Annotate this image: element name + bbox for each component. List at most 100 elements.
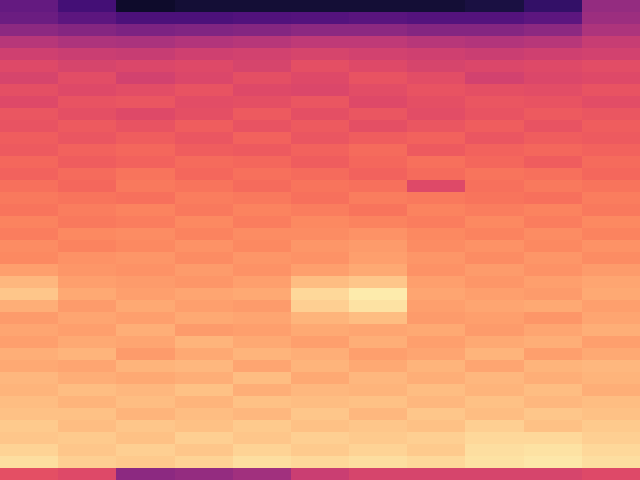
heatmap-cell: [465, 444, 524, 457]
heatmap-cell: [116, 348, 175, 361]
heatmap-cell: [233, 0, 292, 13]
heatmap-cell: [349, 108, 408, 121]
heatmap-cell: [465, 144, 524, 157]
heatmap-cell: [349, 372, 408, 385]
heatmap-cell: [233, 48, 292, 61]
heatmap-cell: [524, 324, 583, 337]
heatmap-cell: [291, 180, 350, 193]
heatmap-cell: [349, 144, 408, 157]
heatmap-cell: [233, 420, 292, 433]
heatmap-cell: [465, 192, 524, 205]
heatmap-cell: [291, 168, 350, 181]
heatmap-cell: [58, 396, 117, 409]
heatmap-cell: [349, 408, 408, 421]
heatmap-cell: [116, 264, 175, 277]
heatmap-cell: [582, 408, 640, 421]
heatmap-cell: [407, 348, 466, 361]
heatmap-cell: [407, 204, 466, 217]
heatmap-cell: [58, 60, 117, 73]
heatmap-cell: [582, 456, 640, 469]
heatmap-cell: [291, 360, 350, 373]
heatmap-cell: [524, 300, 583, 313]
heatmap-cell: [582, 336, 640, 349]
heatmap-cell: [58, 120, 117, 133]
heatmap-cell: [116, 456, 175, 469]
heatmap-cell: [0, 192, 59, 205]
heatmap-cell: [524, 144, 583, 157]
heatmap-cell: [175, 216, 234, 229]
heatmap-cell: [175, 60, 234, 73]
heatmap-cell: [233, 144, 292, 157]
heatmap-cell: [465, 324, 524, 337]
heatmap-cell: [233, 384, 292, 397]
heatmap-cell: [116, 240, 175, 253]
heatmap-cell: [58, 24, 117, 37]
heatmap-cell: [116, 444, 175, 457]
heatmap-cell: [58, 432, 117, 445]
heatmap-cell: [524, 432, 583, 445]
heatmap-cell: [58, 36, 117, 49]
heatmap-cell: [582, 180, 640, 193]
heatmap-cell: [582, 204, 640, 217]
heatmap-cell: [0, 300, 59, 313]
heatmap-cell: [407, 12, 466, 25]
heatmap-cell: [349, 168, 408, 181]
heatmap-cell: [58, 228, 117, 241]
heatmap-cell: [233, 132, 292, 145]
heatmap-cell: [524, 456, 583, 469]
heatmap-cell: [524, 24, 583, 37]
heatmap-cell: [233, 264, 292, 277]
heatmap-cell: [465, 108, 524, 121]
heatmap-cell: [524, 168, 583, 181]
heatmap-cell: [582, 360, 640, 373]
heatmap-cell: [407, 168, 466, 181]
heatmap-cell: [291, 24, 350, 37]
heatmap-cell: [349, 300, 408, 313]
heatmap-cell: [291, 108, 350, 121]
heatmap-cell: [58, 48, 117, 61]
heatmap-cell: [349, 48, 408, 61]
heatmap-cell: [465, 360, 524, 373]
heatmap-cell: [349, 192, 408, 205]
heatmap-cell: [582, 60, 640, 73]
heatmap-cell: [582, 228, 640, 241]
heatmap-cell: [58, 360, 117, 373]
heatmap-cell: [116, 408, 175, 421]
heatmap-cell: [465, 276, 524, 289]
heatmap-cell: [175, 36, 234, 49]
heatmap-cell: [233, 84, 292, 97]
heatmap-cell: [291, 144, 350, 157]
heatmap-cell: [291, 348, 350, 361]
heatmap-cell: [582, 120, 640, 133]
heatmap-cell: [524, 60, 583, 73]
heatmap-cell: [407, 264, 466, 277]
heatmap-cell: [524, 240, 583, 253]
heatmap-cell: [175, 336, 234, 349]
heatmap-cell: [58, 204, 117, 217]
heatmap-cell: [407, 156, 466, 169]
heatmap-cell: [291, 276, 350, 289]
heatmap-cell: [0, 444, 59, 457]
heatmap-cell: [582, 84, 640, 97]
heatmap-cell: [0, 312, 59, 325]
heatmap-cell: [58, 408, 117, 421]
heatmap-cell: [407, 180, 466, 193]
heatmap-cell: [407, 120, 466, 133]
heatmap-cell: [58, 144, 117, 157]
heatmap-cell: [291, 156, 350, 169]
heatmap-cell: [58, 264, 117, 277]
heatmap-cell: [175, 84, 234, 97]
heatmap-cell: [175, 288, 234, 301]
heatmap-cell: [524, 348, 583, 361]
heatmap-cell: [407, 408, 466, 421]
heatmap-cell: [0, 228, 59, 241]
heatmap-cell: [291, 300, 350, 313]
heatmap-cell: [524, 180, 583, 193]
heatmap-cell: [349, 96, 408, 109]
heatmap-cell: [349, 396, 408, 409]
heatmap-cell: [58, 348, 117, 361]
heatmap-cell: [582, 24, 640, 37]
heatmap-cell: [233, 312, 292, 325]
heatmap-cell: [465, 12, 524, 25]
heatmap-cell: [465, 348, 524, 361]
